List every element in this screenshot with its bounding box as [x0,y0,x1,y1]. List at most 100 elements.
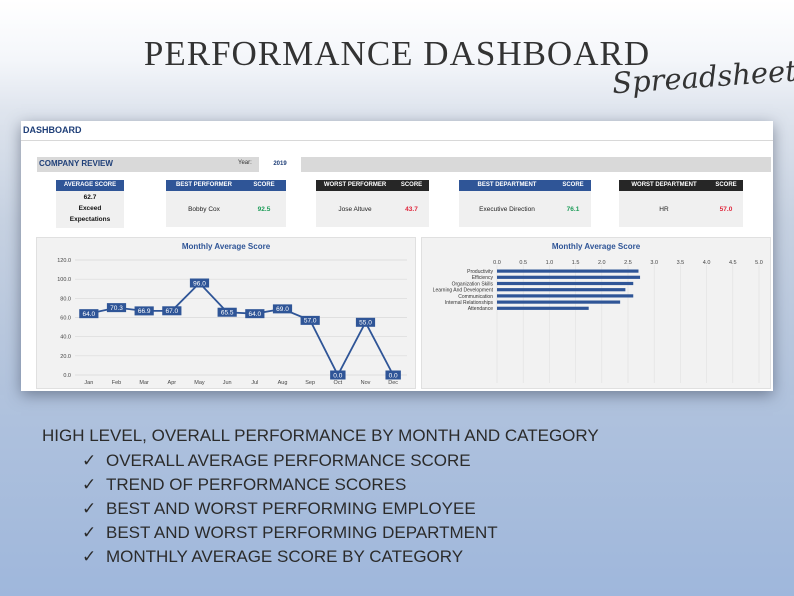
data-label: 67.0 [166,308,179,315]
y-tick-label: Internal Relationships [445,300,494,306]
best-performer-score: 92.5 [257,205,271,213]
check-icon: ✓ [82,547,97,566]
check-icon: ✓ [82,475,97,494]
data-label: 0.0 [333,372,342,379]
dashboard-sheet: DASHBOARD COMPANY REVIEW Year: 2019 AVER… [21,121,773,391]
data-label: 66.9 [138,308,151,315]
x-tick-label: 4.0 [703,260,711,266]
worst-performer-body: Jose Altuve 43.7 [316,191,429,227]
worst-department-name: HR [659,205,669,213]
x-tick-label: May [194,380,205,386]
best-performer-score-header: SCORE [253,182,275,188]
best-department-card: BEST DEPARTMENT SCORE Executive Directio… [459,180,591,227]
best-department-body: Executive Direction 76.1 [459,191,591,227]
data-point [189,278,210,288]
x-tick-label: 3.0 [650,260,658,266]
worst-department-header: WORST DEPARTMENT SCORE [619,180,743,191]
data-point [79,309,99,319]
data-point [355,317,376,327]
y-tick-label: Organization Skills [452,281,494,287]
data-label: 96.0 [193,280,206,287]
average-score-rating-line2: Expectations [69,216,111,223]
worst-department-card: WORST DEPARTMENT SCORE HR 57.0 [619,180,743,227]
data-point [106,303,127,313]
y-tick-label: 0.0 [63,373,71,379]
sheet-title: DASHBOARD [23,125,82,135]
feature-item-text: OVERALL AVERAGE PERFORMANCE SCORE [106,451,471,470]
x-tick-label: Nov [361,380,371,386]
x-tick-label: 4.5 [729,260,737,266]
feature-item: ✓ TREND OF PERFORMANCE SCORES [82,473,599,497]
average-score-header-label: AVERAGE SCORE [63,182,117,188]
x-tick-label: 0.0 [493,260,501,266]
average-score-card: AVERAGE SCORE 62.7 Exceed Expectations [56,180,124,228]
y-tick-label: Productivity [467,269,493,275]
x-tick-label: Sep [305,380,315,386]
data-point [134,306,154,316]
y-tick-label: Communication [458,294,493,300]
feature-list: HIGH LEVEL, OVERALL PERFORMANCE BY MONTH… [42,424,599,569]
feature-item-text: BEST AND WORST PERFORMING DEPARTMENT [106,523,498,542]
bar-chart-title: Monthly Average Score [551,242,641,251]
page-title: PERFORMANCE DASHBOARD [143,34,651,73]
data-point [245,309,265,319]
worst-performer-header-label: WORST PERFORMER [323,182,387,188]
y-tick-label: Attendance [468,306,494,312]
x-tick-label: Mar [139,380,149,386]
x-tick-label: Feb [112,380,121,386]
bar [497,275,641,279]
y-tick-label: Learning And Development [433,288,494,294]
data-label: 0.0 [389,372,398,379]
worst-department-score: 57.0 [719,205,733,213]
feature-item: ✓ BEST AND WORST PERFORMING DEPARTMENT [82,521,599,545]
line-chart-panel: Monthly Average Score 0.0 20.0 40.0 60.0 80.… [36,237,416,389]
average-score-body: 62.7 Exceed Expectations [56,191,124,228]
bar [497,306,589,310]
best-performer-body: Bobby Cox 92.5 [166,191,286,227]
x-tick-label: 3.5 [677,260,685,266]
best-performer-name: Bobby Cox [188,205,220,213]
feature-items: ✓ OVERALL AVERAGE PERFORMANCE SCORE ✓ TREN… [42,449,599,569]
data-point [217,307,237,317]
bar-chart-panel: Monthly Average Score 0.0 0.5 1.0 1.5 2.0 2.5… [421,237,771,389]
y-tick-label: 80.0 [60,296,71,302]
y-tick-label: 60.0 [60,316,71,322]
check-icon: ✓ [82,499,97,518]
worst-performer-header: WORST PERFORMER SCORE [316,180,429,191]
y-tick-label: Efficiency [472,275,494,281]
data-label: 69.0 [276,306,289,313]
data-label: 57.0 [304,318,317,325]
feature-item-text: MONTHLY AVERAGE SCORE BY CATEGORY [106,547,464,566]
company-review-bar: COMPANY REVIEW Year: 2019 [37,157,771,172]
best-department-score-header: SCORE [562,182,584,188]
bar [497,281,634,286]
x-tick-label: Jun [223,380,232,386]
best-department-name: Executive Direction [479,205,535,213]
data-point [330,370,346,380]
y-tick-label: 40.0 [60,335,71,341]
data-label: 64.0 [83,311,96,318]
x-tick-label: Dec [388,380,398,386]
feature-item: ✓ MONTHLY AVERAGE SCORE BY CATEGORY [82,545,599,569]
x-tick-label: 1.5 [572,260,580,266]
worst-performer-name: Jose Altuve [338,205,372,213]
x-tick-label: Jul [251,380,258,386]
bar [497,294,634,298]
data-label: 70.3 [110,305,123,312]
x-tick-label: Aug [278,380,288,386]
feature-item: ✓ BEST AND WORST PERFORMING EMPLOYEE [82,497,599,521]
data-point [385,370,401,380]
bar [497,288,626,292]
company-review-label: COMPANY REVIEW [39,159,113,168]
data-label: 65.5 [221,310,234,317]
x-tick-label: Apr [168,380,177,386]
best-performer-card: BEST PERFORMER SCORE Bobby Cox 92.5 [166,180,286,227]
data-point [300,315,320,325]
worst-performer-score: 43.7 [405,205,418,213]
check-icon: ✓ [82,523,97,542]
data-point [272,304,293,314]
series-line [88,281,394,377]
year-cell[interactable]: 2019 [259,157,301,172]
y-tick-label: 120.0 [57,258,71,264]
check-icon: ✓ [82,451,97,470]
